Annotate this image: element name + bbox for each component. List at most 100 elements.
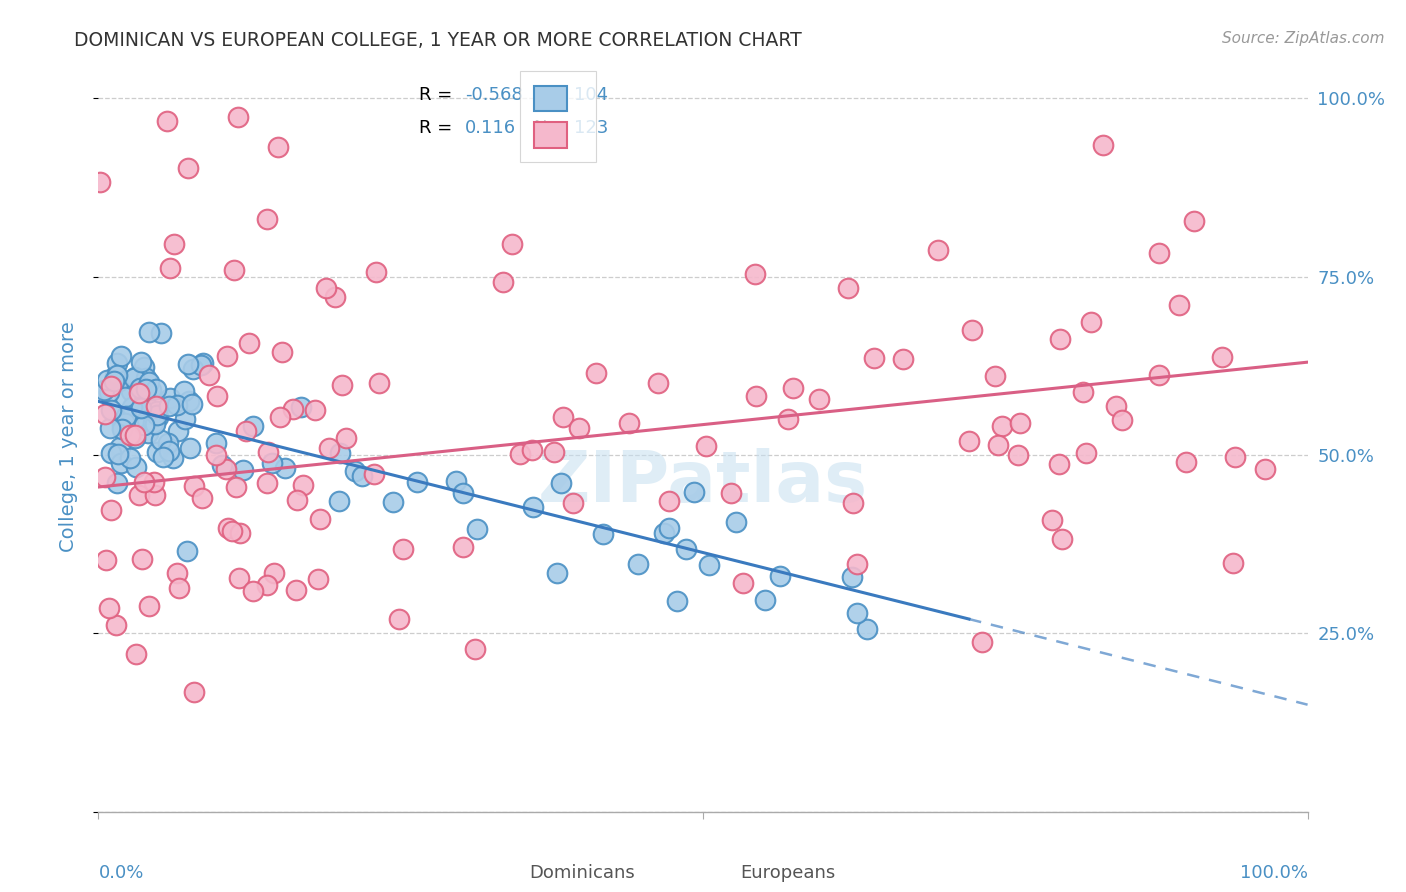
Point <box>695 438 717 452</box>
Point <box>1052 532 1074 546</box>
Point <box>173 384 195 398</box>
Point <box>256 578 278 592</box>
Point <box>129 381 152 395</box>
Point <box>1175 455 1198 469</box>
Point <box>145 445 167 459</box>
Point <box>782 381 804 395</box>
Point <box>176 543 198 558</box>
Point <box>181 397 204 411</box>
Point <box>131 551 153 566</box>
Point <box>627 558 650 572</box>
Point <box>159 260 181 275</box>
Point <box>114 409 136 424</box>
Point <box>856 622 879 636</box>
Point <box>167 581 190 595</box>
Point <box>110 456 132 470</box>
Point <box>744 389 766 403</box>
Point <box>957 434 980 448</box>
Point <box>1080 315 1102 329</box>
Point <box>546 566 568 580</box>
Point <box>1040 513 1063 527</box>
Point <box>138 402 160 417</box>
Point <box>145 404 167 418</box>
Point <box>103 374 125 388</box>
Point <box>382 494 405 508</box>
Point <box>98 420 121 434</box>
Point <box>150 326 173 341</box>
Point <box>841 570 863 584</box>
Point <box>181 361 204 376</box>
Point <box>283 401 305 416</box>
Point <box>551 410 574 425</box>
Point <box>225 480 247 494</box>
Point <box>285 493 308 508</box>
Point <box>675 541 697 556</box>
Text: R =: R = <box>419 87 458 104</box>
Point <box>124 431 146 445</box>
Point <box>388 612 411 626</box>
Point <box>97 384 120 399</box>
Point <box>522 500 544 515</box>
Point <box>166 398 188 412</box>
Point <box>1047 457 1070 471</box>
Point <box>972 635 994 649</box>
Point <box>846 557 869 571</box>
Point <box>453 486 475 500</box>
Point <box>307 573 329 587</box>
Point <box>111 417 134 432</box>
Text: N =: N = <box>534 87 574 104</box>
Point <box>666 594 689 608</box>
Point <box>205 448 228 462</box>
Point <box>744 267 766 281</box>
Point <box>238 335 260 350</box>
Point <box>329 446 352 460</box>
Point <box>987 438 1010 452</box>
Point <box>592 526 614 541</box>
Point <box>152 450 174 464</box>
Point <box>143 417 166 431</box>
Point <box>256 476 278 491</box>
Point <box>291 477 314 491</box>
Point <box>93 383 115 397</box>
Point <box>94 470 117 484</box>
Point <box>228 571 250 585</box>
Point <box>142 475 165 489</box>
Point <box>492 275 515 289</box>
Point <box>150 433 173 447</box>
Point <box>318 442 340 456</box>
Point <box>837 280 859 294</box>
Point <box>1111 413 1133 427</box>
Point <box>1184 214 1206 228</box>
Point <box>132 417 155 432</box>
Point <box>110 349 132 363</box>
Point <box>122 371 145 385</box>
Point <box>1074 445 1097 459</box>
Point <box>807 392 830 406</box>
Point <box>290 400 312 414</box>
Point <box>328 493 350 508</box>
Point <box>1254 462 1277 476</box>
Point <box>368 376 391 390</box>
Point <box>138 375 160 389</box>
Point <box>229 526 252 541</box>
Text: 123: 123 <box>574 119 607 136</box>
Point <box>205 389 228 403</box>
Point <box>135 382 157 396</box>
Point <box>269 410 291 425</box>
Point <box>166 566 188 581</box>
Point <box>652 526 675 541</box>
Point <box>148 410 170 425</box>
Point <box>125 647 148 661</box>
Point <box>157 444 180 458</box>
Point <box>1223 450 1246 464</box>
Text: N =: N = <box>534 119 574 136</box>
Text: 100.0%: 100.0% <box>1240 864 1308 882</box>
Point <box>89 176 111 190</box>
Point <box>304 403 326 417</box>
Point <box>111 422 134 436</box>
Point <box>131 401 153 416</box>
Point <box>697 558 720 573</box>
Point <box>132 360 155 375</box>
Point <box>197 368 219 383</box>
Point <box>217 349 239 363</box>
